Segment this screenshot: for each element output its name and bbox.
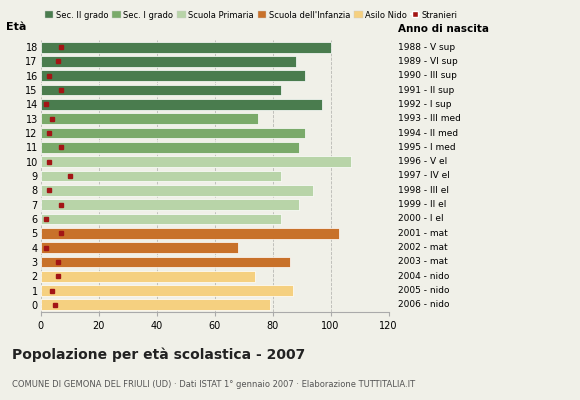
- Bar: [41, 271, 255, 282]
- Bar: [41, 56, 296, 67]
- Bar: [41, 256, 290, 267]
- Text: 1993 - III med: 1993 - III med: [398, 114, 461, 123]
- Bar: [41, 285, 293, 296]
- Text: COMUNE DI GEMONA DEL FRIULI (UD) · Dati ISTAT 1° gennaio 2007 · Elaborazione TUT: COMUNE DI GEMONA DEL FRIULI (UD) · Dati …: [12, 380, 415, 389]
- Text: 1994 - II med: 1994 - II med: [398, 128, 458, 138]
- Bar: [41, 99, 322, 110]
- Text: 2000 - I el: 2000 - I el: [398, 214, 444, 224]
- Bar: [41, 128, 305, 138]
- Text: 1989 - VI sup: 1989 - VI sup: [398, 57, 458, 66]
- Text: Anno di nascita: Anno di nascita: [398, 24, 489, 34]
- Bar: [41, 242, 238, 253]
- Text: 2001 - mat: 2001 - mat: [398, 229, 448, 238]
- Text: 1998 - III el: 1998 - III el: [398, 186, 449, 195]
- Text: 1988 - V sup: 1988 - V sup: [398, 43, 455, 52]
- Bar: [41, 85, 281, 96]
- Bar: [41, 300, 270, 310]
- Text: 2002 - mat: 2002 - mat: [398, 243, 448, 252]
- Text: 2006 - nido: 2006 - nido: [398, 300, 450, 309]
- Bar: [41, 113, 258, 124]
- Bar: [41, 142, 299, 153]
- Bar: [41, 185, 313, 196]
- Bar: [41, 70, 305, 81]
- Bar: [41, 228, 339, 239]
- Text: 2004 - nido: 2004 - nido: [398, 272, 450, 281]
- Bar: [41, 199, 299, 210]
- Text: Età: Età: [6, 22, 26, 32]
- Bar: [41, 42, 331, 52]
- Text: Popolazione per età scolastica - 2007: Popolazione per età scolastica - 2007: [12, 348, 305, 362]
- Bar: [41, 171, 281, 181]
- Bar: [41, 156, 351, 167]
- Text: 1991 - II sup: 1991 - II sup: [398, 86, 454, 95]
- Text: 1990 - III sup: 1990 - III sup: [398, 71, 457, 80]
- Text: 1999 - II el: 1999 - II el: [398, 200, 447, 209]
- Text: 1995 - I med: 1995 - I med: [398, 143, 456, 152]
- Text: 1996 - V el: 1996 - V el: [398, 157, 447, 166]
- Bar: [41, 214, 281, 224]
- Text: 2005 - nido: 2005 - nido: [398, 286, 450, 295]
- Legend: Sec. II grado, Sec. I grado, Scuola Primaria, Scuola dell'Infanzia, Asilo Nido, : Sec. II grado, Sec. I grado, Scuola Prim…: [45, 10, 458, 20]
- Text: 2003 - mat: 2003 - mat: [398, 257, 448, 266]
- Text: 1997 - IV el: 1997 - IV el: [398, 172, 450, 180]
- Text: 1992 - I sup: 1992 - I sup: [398, 100, 451, 109]
